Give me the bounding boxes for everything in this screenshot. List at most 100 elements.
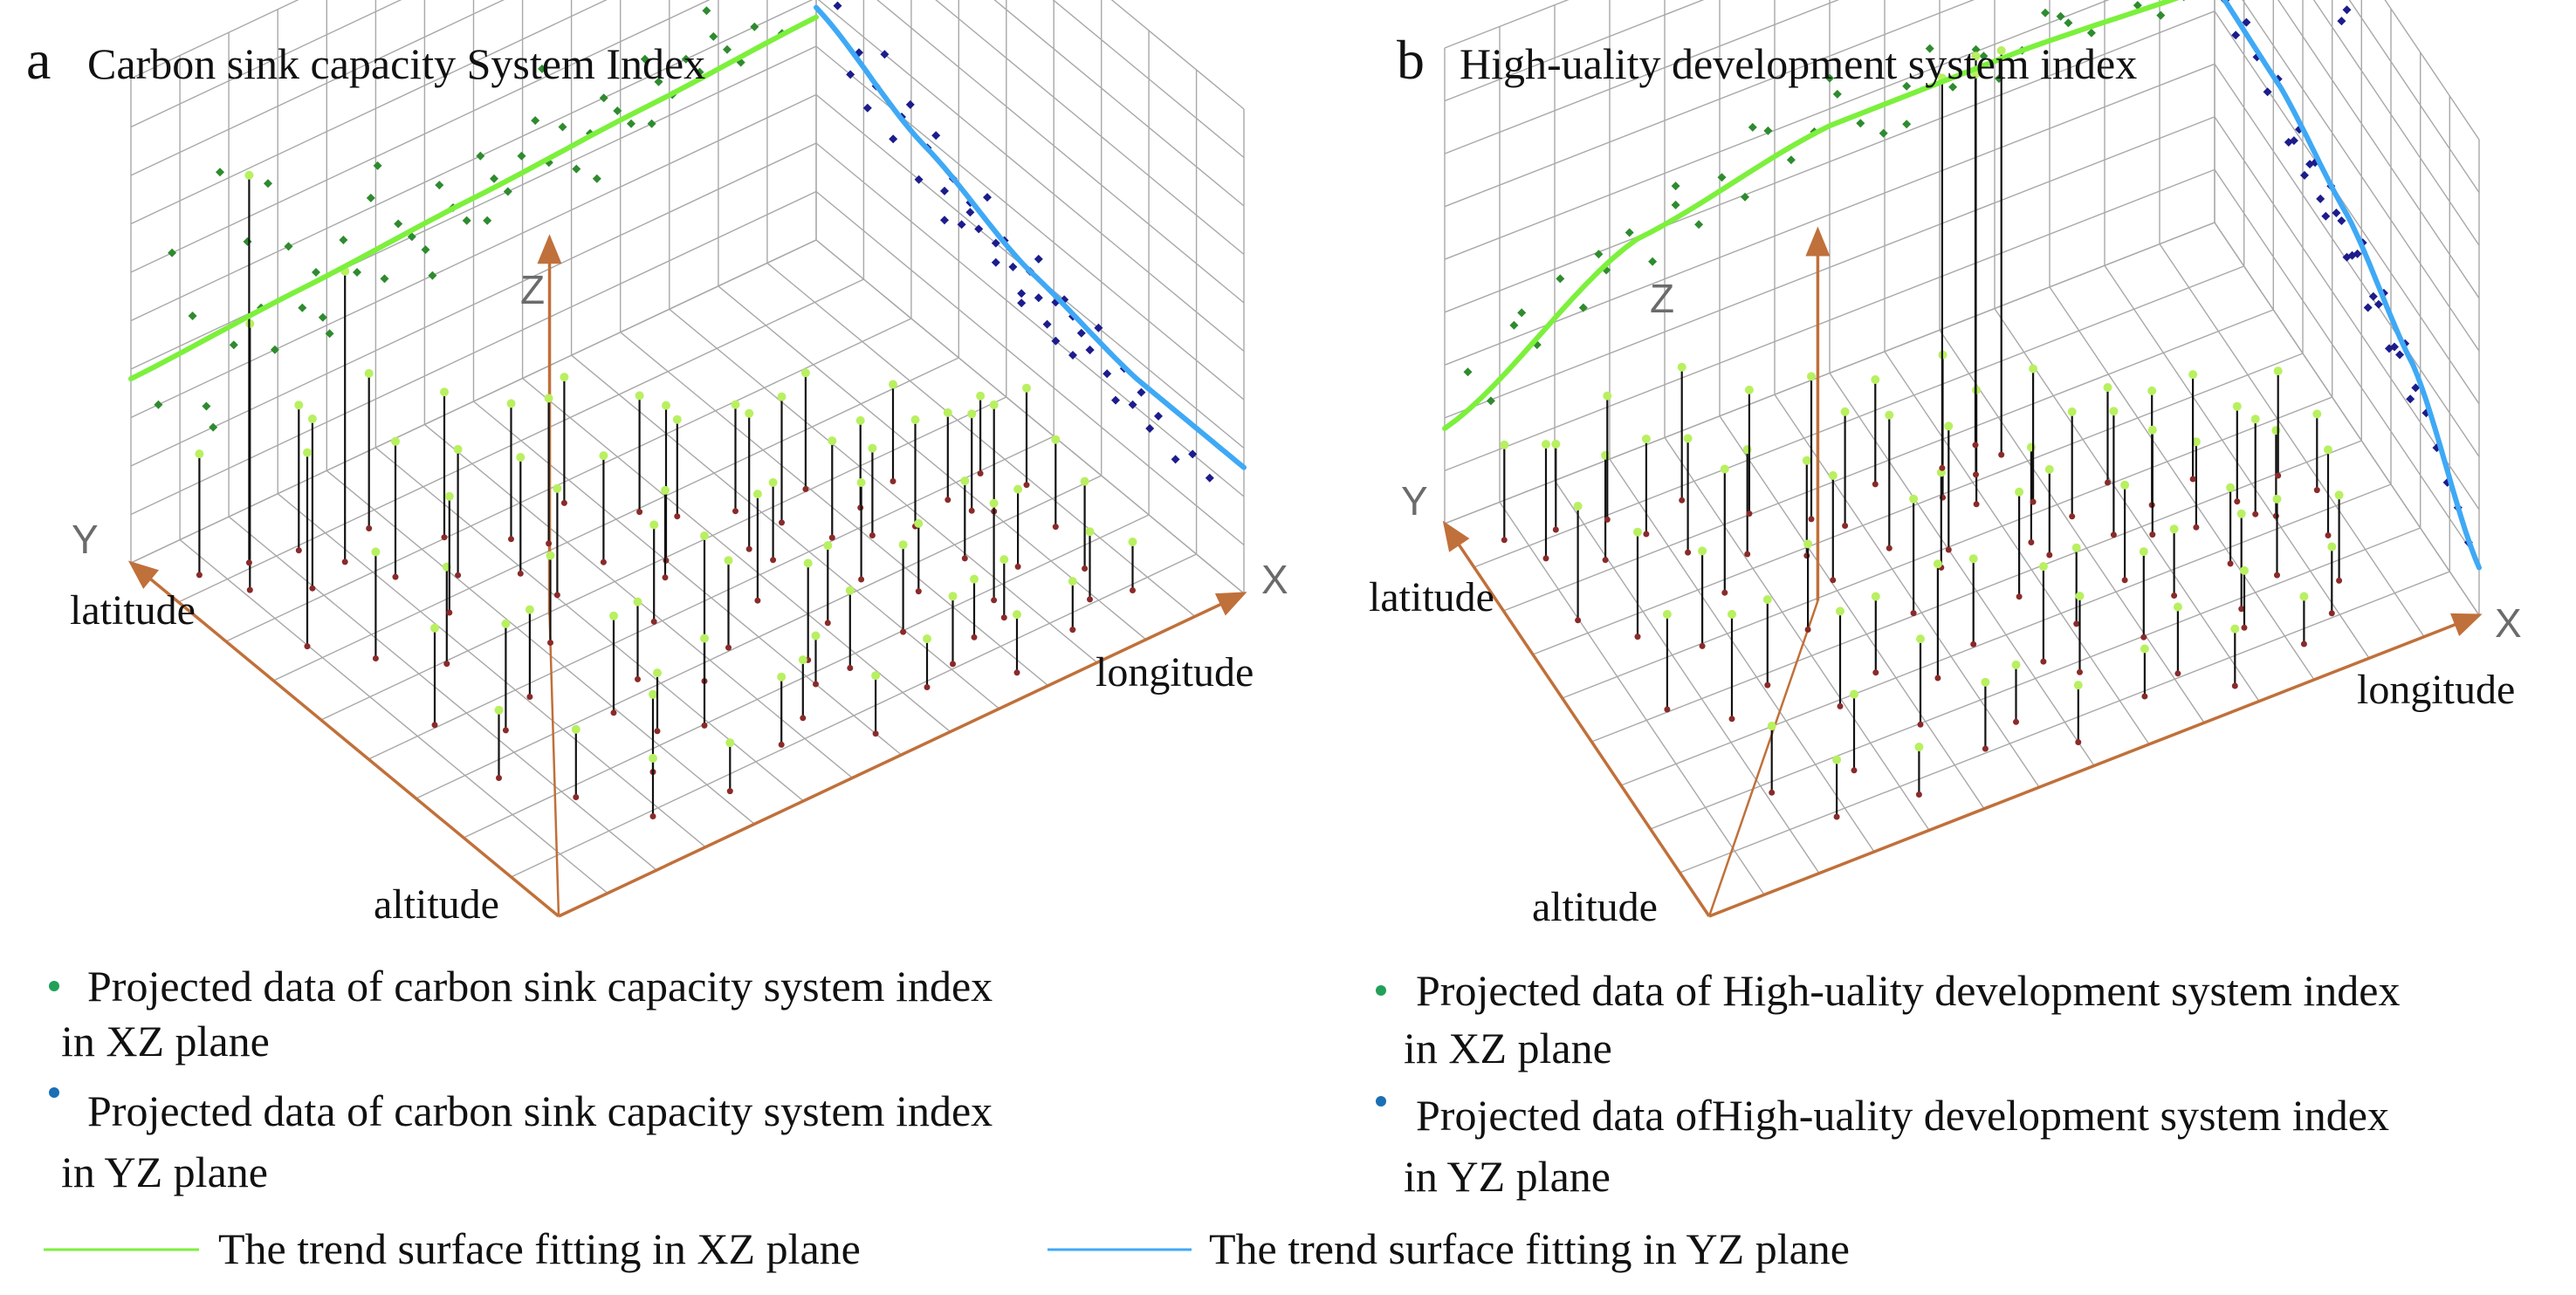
floor-gridline [374,447,804,802]
xz-trend-line [128,14,819,382]
sample-base-point [1052,524,1059,531]
side-wall-gridline [815,239,1245,594]
sample-top-point [1803,539,1813,549]
sample-base-point [828,534,835,541]
sample-base-point [546,540,553,547]
sample-base-point [701,722,708,729]
floor-gridline [2049,286,2315,681]
panel-b-legend-dot-yz [1376,1096,1386,1107]
back-wall-gridline [1444,0,2110,260]
sample-top-point [1840,407,1850,416]
panel-a-latitude-label: latitude [70,587,196,634]
floor-gridline [1829,373,2095,766]
floor-gridline [273,357,959,682]
sample-top-point [364,368,374,378]
panel-a-legend-yz-text: Projected data of carbon sink capacity s… [87,1086,993,1135]
side-wall-gridline [815,190,1245,546]
xz-projected-point [1556,274,1565,284]
sample-base-point [2140,634,2147,641]
floor-gridline [1664,437,1930,831]
panel-a-legend-xz-text-2: in XZ plane [61,1017,270,1065]
sample-base-point [2313,487,2320,494]
xz-projected-point [1763,126,1773,135]
sample-base-point [2040,658,2047,665]
sample-top-point [1500,440,1509,449]
sample-base-point [1934,675,1941,682]
sample-top-point [2299,592,2309,601]
sample-base-point [1973,501,1980,508]
sample-top-point [1807,372,1816,381]
yz-projected-point [1205,473,1214,483]
xz-projected-point [1902,81,1912,91]
sample-top-point [391,436,400,446]
panel-a-legend-dot-xz [49,981,59,991]
floor-gridline [473,401,902,756]
xz-projected-point [284,242,293,251]
panel-a-altitude-label: altitude [374,881,499,928]
sample-base-point [654,728,661,735]
sample-base-point [1808,516,1815,523]
sample-top-point [1744,385,1754,394]
xz-projected-point [709,31,718,41]
yz-projected-point [991,257,1000,267]
side-wall-gridline [817,0,1245,353]
sample-base-point [1023,482,1030,489]
z-axis-arrowhead [1805,226,1831,257]
sample-top-point [506,399,516,408]
sample-top-point [923,634,931,643]
sample-base-point [1917,721,1924,728]
xz-projected-point [1786,155,1796,165]
side-wall-gridline [2277,0,2480,299]
xz-projected-point [1971,45,1981,54]
grid [1444,0,2480,917]
sample-top-point [1603,391,1612,401]
sample-top-point [777,392,787,401]
sample-top-point [2103,383,2112,392]
sample-top-point [1742,445,1752,455]
sample-base-point [2075,739,2082,745]
sample-top-point [546,551,555,560]
sample-top-point [855,415,865,425]
xz-projected-point [538,64,546,73]
sample-top-point [868,443,877,453]
sample-base-point [2325,532,2332,538]
yz-projected-point [905,99,915,109]
sample-base-point [1087,596,1093,603]
sample-base-point [1130,587,1136,593]
sample-top-point [2038,562,2048,572]
xz-projected-point [1825,73,1834,83]
sample-stems [195,170,1137,819]
sample-top-point [2324,445,2332,455]
sample-top-point [2271,426,2281,435]
xz-projected-point [613,106,622,115]
xz-projected-point [654,77,663,86]
xz-projected-point [2041,8,2050,17]
yz-projected-point [1103,369,1112,379]
sample-base-point [1014,563,1021,570]
sample-top-point [635,391,644,401]
back-wall-gridline [130,0,402,128]
sample-base-point [2241,624,2248,631]
sample-top-point [889,380,897,389]
sample-top-point [1601,450,1611,460]
yz-projected-point [1008,262,1018,271]
sample-base-point [1746,510,1753,517]
yz-projected-point [1076,328,1086,338]
sample-base-point [2252,510,2259,517]
yz-projected-point [1137,387,1146,397]
trend-legend: The trend surface fitting in XZ plane The… [44,1224,1850,1273]
yz-projected-point [1111,395,1120,405]
sample-top-point [989,498,999,508]
sample-base-point [1872,481,1879,488]
sample-top-point [1971,51,1981,61]
sample-top-point [2334,490,2344,500]
xz-projected-point [312,268,320,277]
sample-top-point [2240,565,2249,575]
sample-base-point [1915,791,1922,798]
sample-base-point [2328,610,2335,617]
y-axis-arrowhead [127,560,159,589]
side-wall-gridline [2214,10,2480,405]
sample-base-point [662,574,669,581]
sample-base-point [2028,539,2035,545]
sample-top-point [294,401,304,410]
